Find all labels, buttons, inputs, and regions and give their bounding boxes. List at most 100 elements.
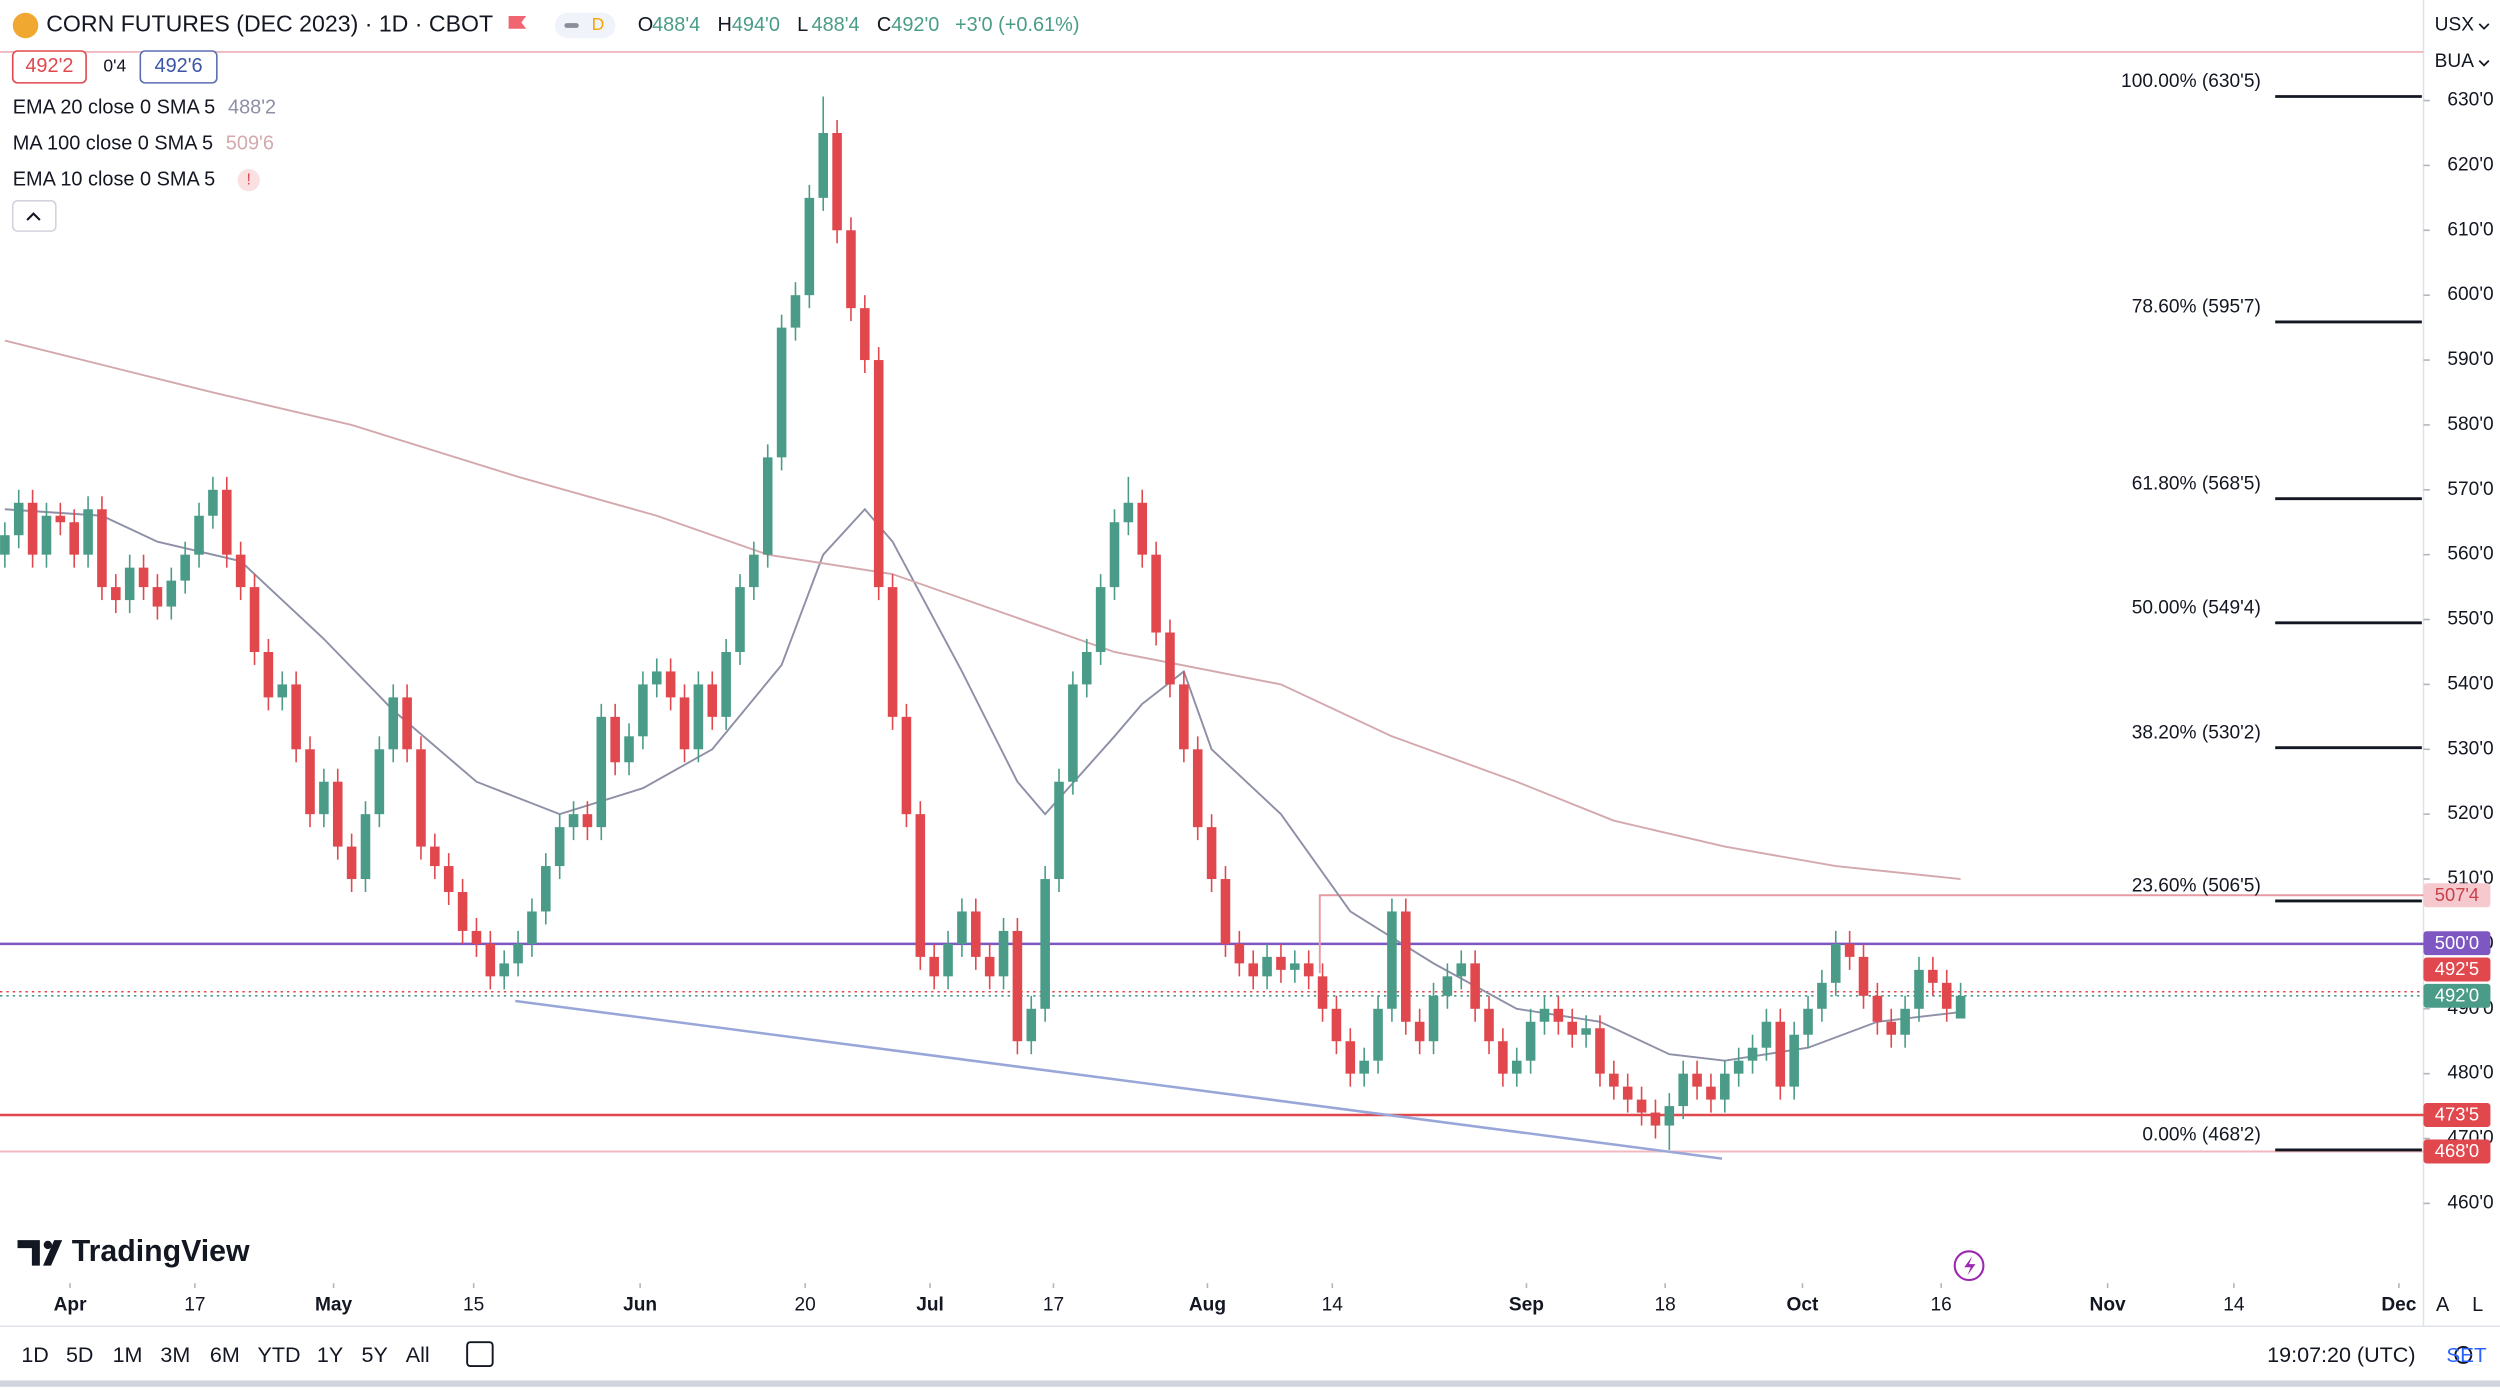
ohlc-key: L: [797, 14, 808, 36]
candle-body: [180, 554, 190, 581]
range-button[interactable]: All: [406, 1343, 430, 1367]
candle-body: [749, 554, 759, 588]
candle-body: [679, 697, 690, 750]
candle-body: [416, 749, 426, 847]
candle-body: [957, 911, 967, 944]
candle-body: [1095, 587, 1106, 652]
candle-body: [1539, 1008, 1550, 1022]
candle-body: [1401, 911, 1411, 1022]
candle-body: [1068, 684, 1078, 782]
ohlc-value: 488'4: [652, 14, 700, 36]
range-button[interactable]: 1D: [21, 1343, 49, 1367]
delay-badge: D: [592, 14, 605, 34]
y-tick-label: 630'0: [2447, 90, 2493, 111]
candle-body: [388, 697, 399, 750]
price-badge: [2423, 883, 2491, 908]
range-button[interactable]: 5Y: [362, 1343, 388, 1367]
candle-body: [346, 846, 357, 880]
bid-box[interactable]: [11, 50, 87, 84]
range-button[interactable]: YTD: [257, 1343, 300, 1367]
range-button[interactable]: 1Y: [317, 1343, 343, 1367]
candle-body: [457, 892, 468, 931]
candle-body: [0, 535, 10, 555]
x-tick-label: Jun: [623, 1295, 657, 1316]
x-tick-label: Apr: [54, 1295, 87, 1316]
settings-icon[interactable]: [2454, 1346, 2473, 1364]
calendar-icon[interactable]: [466, 1341, 494, 1368]
candle-body: [27, 502, 38, 555]
candle-body: [374, 749, 385, 815]
candle-body: [1234, 943, 1245, 964]
x-tick-label: Jul: [916, 1295, 944, 1316]
candle-body: [152, 587, 163, 607]
candle-body: [1290, 963, 1300, 970]
candle-body: [1442, 976, 1453, 996]
candle-body: [1928, 969, 1938, 983]
indicator-name[interactable]: EMA 20 close 0 SMA 5: [13, 97, 216, 119]
collapse-button[interactable]: [11, 200, 57, 232]
candle-body: [818, 132, 829, 198]
candle-body: [1387, 911, 1397, 1009]
candle-body: [860, 308, 870, 361]
candle-body: [651, 671, 662, 685]
range-button[interactable]: 3M: [160, 1343, 190, 1367]
currency[interactable]: USX: [2435, 15, 2475, 36]
candle-body: [776, 327, 787, 458]
candle-body: [624, 736, 634, 763]
delay-dash: [564, 23, 579, 28]
candle-body: [1609, 1073, 1619, 1087]
moving-average: [4, 339, 1961, 880]
y-tick-label: 460'0: [2447, 1192, 2493, 1213]
price-badge-label: 507'4: [2435, 884, 2479, 905]
indicator-value: 509'6: [226, 133, 274, 155]
ohlc-value: 488'4: [812, 14, 860, 36]
x-tick-label: 17: [184, 1295, 205, 1316]
candle-body: [1886, 1021, 1897, 1035]
candle-body: [832, 132, 842, 231]
currency-chevron: [2478, 23, 2490, 30]
log-scale[interactable]: L: [2472, 1294, 2483, 1316]
y-tick-label: 480'0: [2447, 1063, 2493, 1084]
price-badge: [2423, 931, 2491, 956]
price-badge: [2423, 1103, 2491, 1127]
price-badge-label: 468'0: [2435, 1140, 2479, 1161]
range-button[interactable]: 6M: [210, 1343, 240, 1367]
candle-body: [138, 567, 149, 588]
ask-box[interactable]: [139, 50, 218, 84]
candle-body: [166, 580, 177, 607]
candle-body: [1428, 995, 1439, 1042]
y-tick-label: 540'0: [2447, 673, 2493, 694]
unit[interactable]: BUA: [2435, 51, 2475, 72]
candle-body: [1303, 963, 1314, 977]
candle-body: [69, 522, 79, 555]
candle-body: [1220, 879, 1231, 944]
candle-body: [568, 814, 579, 828]
candle-body: [929, 956, 939, 977]
candle-body: [124, 567, 135, 601]
candle-body: [1636, 1099, 1647, 1113]
y-tick-label: 620'0: [2447, 154, 2493, 175]
indicator-name[interactable]: EMA 10 close 0 SMA 5: [13, 168, 216, 190]
candle-body: [1262, 956, 1272, 977]
indicator-name[interactable]: MA 100 close 0 SMA 5: [13, 133, 213, 155]
candle-body: [582, 814, 593, 828]
candle-body: [194, 515, 204, 555]
candle-body: [499, 963, 509, 977]
candle-body: [1914, 969, 1924, 1009]
symbol-title[interactable]: CORN FUTURES (DEC 2023) · 1D · CBOT: [46, 11, 493, 37]
auto-scale[interactable]: A: [2436, 1294, 2450, 1316]
candle-body: [1137, 502, 1148, 555]
candle-body: [887, 587, 898, 717]
candle-body: [1081, 651, 1092, 685]
range-button[interactable]: 5D: [66, 1343, 94, 1367]
price-badge: [2423, 1139, 2491, 1164]
fib-label: 50.00% (549'4): [2132, 597, 2261, 618]
fib-label: 78.60% (595'7): [2132, 297, 2261, 318]
candle-body: [1040, 879, 1050, 1009]
settings-label[interactable]: SET: [2446, 1344, 2487, 1367]
candle-body: [1858, 956, 1869, 996]
range-button[interactable]: 1M: [113, 1343, 143, 1367]
candle-body: [83, 509, 93, 555]
flag-icon[interactable]: [508, 15, 527, 29]
